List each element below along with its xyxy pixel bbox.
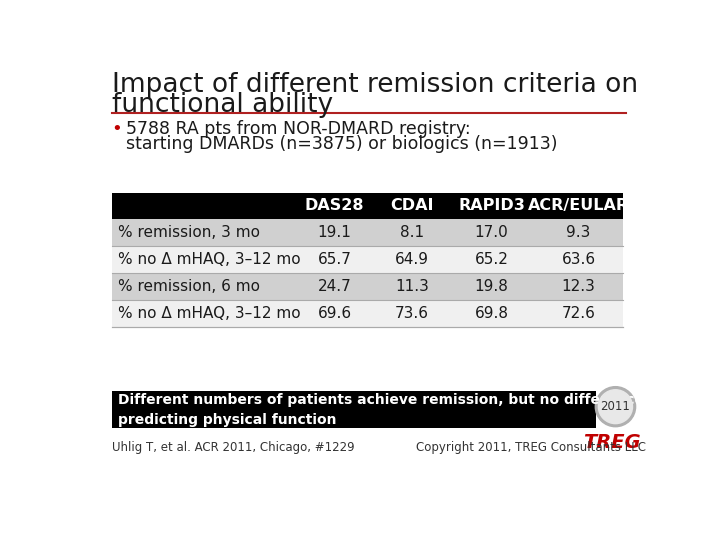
Text: 73.6: 73.6 [395,306,429,321]
Text: % no Δ mHAQ, 3–12 mo: % no Δ mHAQ, 3–12 mo [118,306,300,321]
Text: 65.2: 65.2 [474,252,508,267]
Text: % remission, 3 mo: % remission, 3 mo [118,225,260,240]
Bar [112,246,624,273]
Text: RAPID3: RAPID3 [458,198,525,213]
Text: Impact of different remission criteria on: Impact of different remission criteria o… [112,72,638,98]
Text: 24.7: 24.7 [318,279,351,294]
Text: 72.6: 72.6 [562,306,595,321]
Text: •: • [112,120,122,138]
Text: functional ability: functional ability [112,92,333,118]
Text: 69.6: 69.6 [318,306,351,321]
Text: 5788 RA pts from NOR-DMARD registry:: 5788 RA pts from NOR-DMARD registry: [126,120,470,138]
Text: Copyright 2011, TREG Consultants LLC: Copyright 2011, TREG Consultants LLC [415,441,646,454]
Bar [112,219,624,246]
Text: 64.9: 64.9 [395,252,429,267]
Text: Different numbers of patients achieve remission, but no difference in
predicting: Different numbers of patients achieve re… [118,393,663,427]
Circle shape [598,390,632,423]
Text: Uhlig T, et al. ACR 2011, Chicago, #1229: Uhlig T, et al. ACR 2011, Chicago, #1229 [112,441,354,454]
Text: 19.1: 19.1 [318,225,351,240]
Text: 9.3: 9.3 [567,225,591,240]
Text: % no Δ mHAQ, 3–12 mo: % no Δ mHAQ, 3–12 mo [118,252,300,267]
Text: 69.8: 69.8 [474,306,508,321]
Text: % remission, 6 mo: % remission, 6 mo [118,279,260,294]
Text: 12.3: 12.3 [562,279,595,294]
Text: 11.3: 11.3 [395,279,429,294]
Bar [112,193,624,219]
Bar [112,300,624,327]
Text: TREG: TREG [583,433,642,452]
Bar [112,392,596,428]
Circle shape [595,387,636,427]
Text: ACR/EULAR: ACR/EULAR [528,198,629,213]
Text: starting DMARDs (n=3875) or biologics (n=1913): starting DMARDs (n=3875) or biologics (n… [126,135,557,153]
Text: 8.1: 8.1 [400,225,424,240]
Text: 17.0: 17.0 [474,225,508,240]
Text: 19.8: 19.8 [474,279,508,294]
Text: 63.6: 63.6 [562,252,595,267]
Text: DAS28: DAS28 [305,198,364,213]
Text: 2011: 2011 [600,400,631,413]
Text: 65.7: 65.7 [318,252,351,267]
Text: CDAI: CDAI [390,198,433,213]
Bar [112,273,624,300]
